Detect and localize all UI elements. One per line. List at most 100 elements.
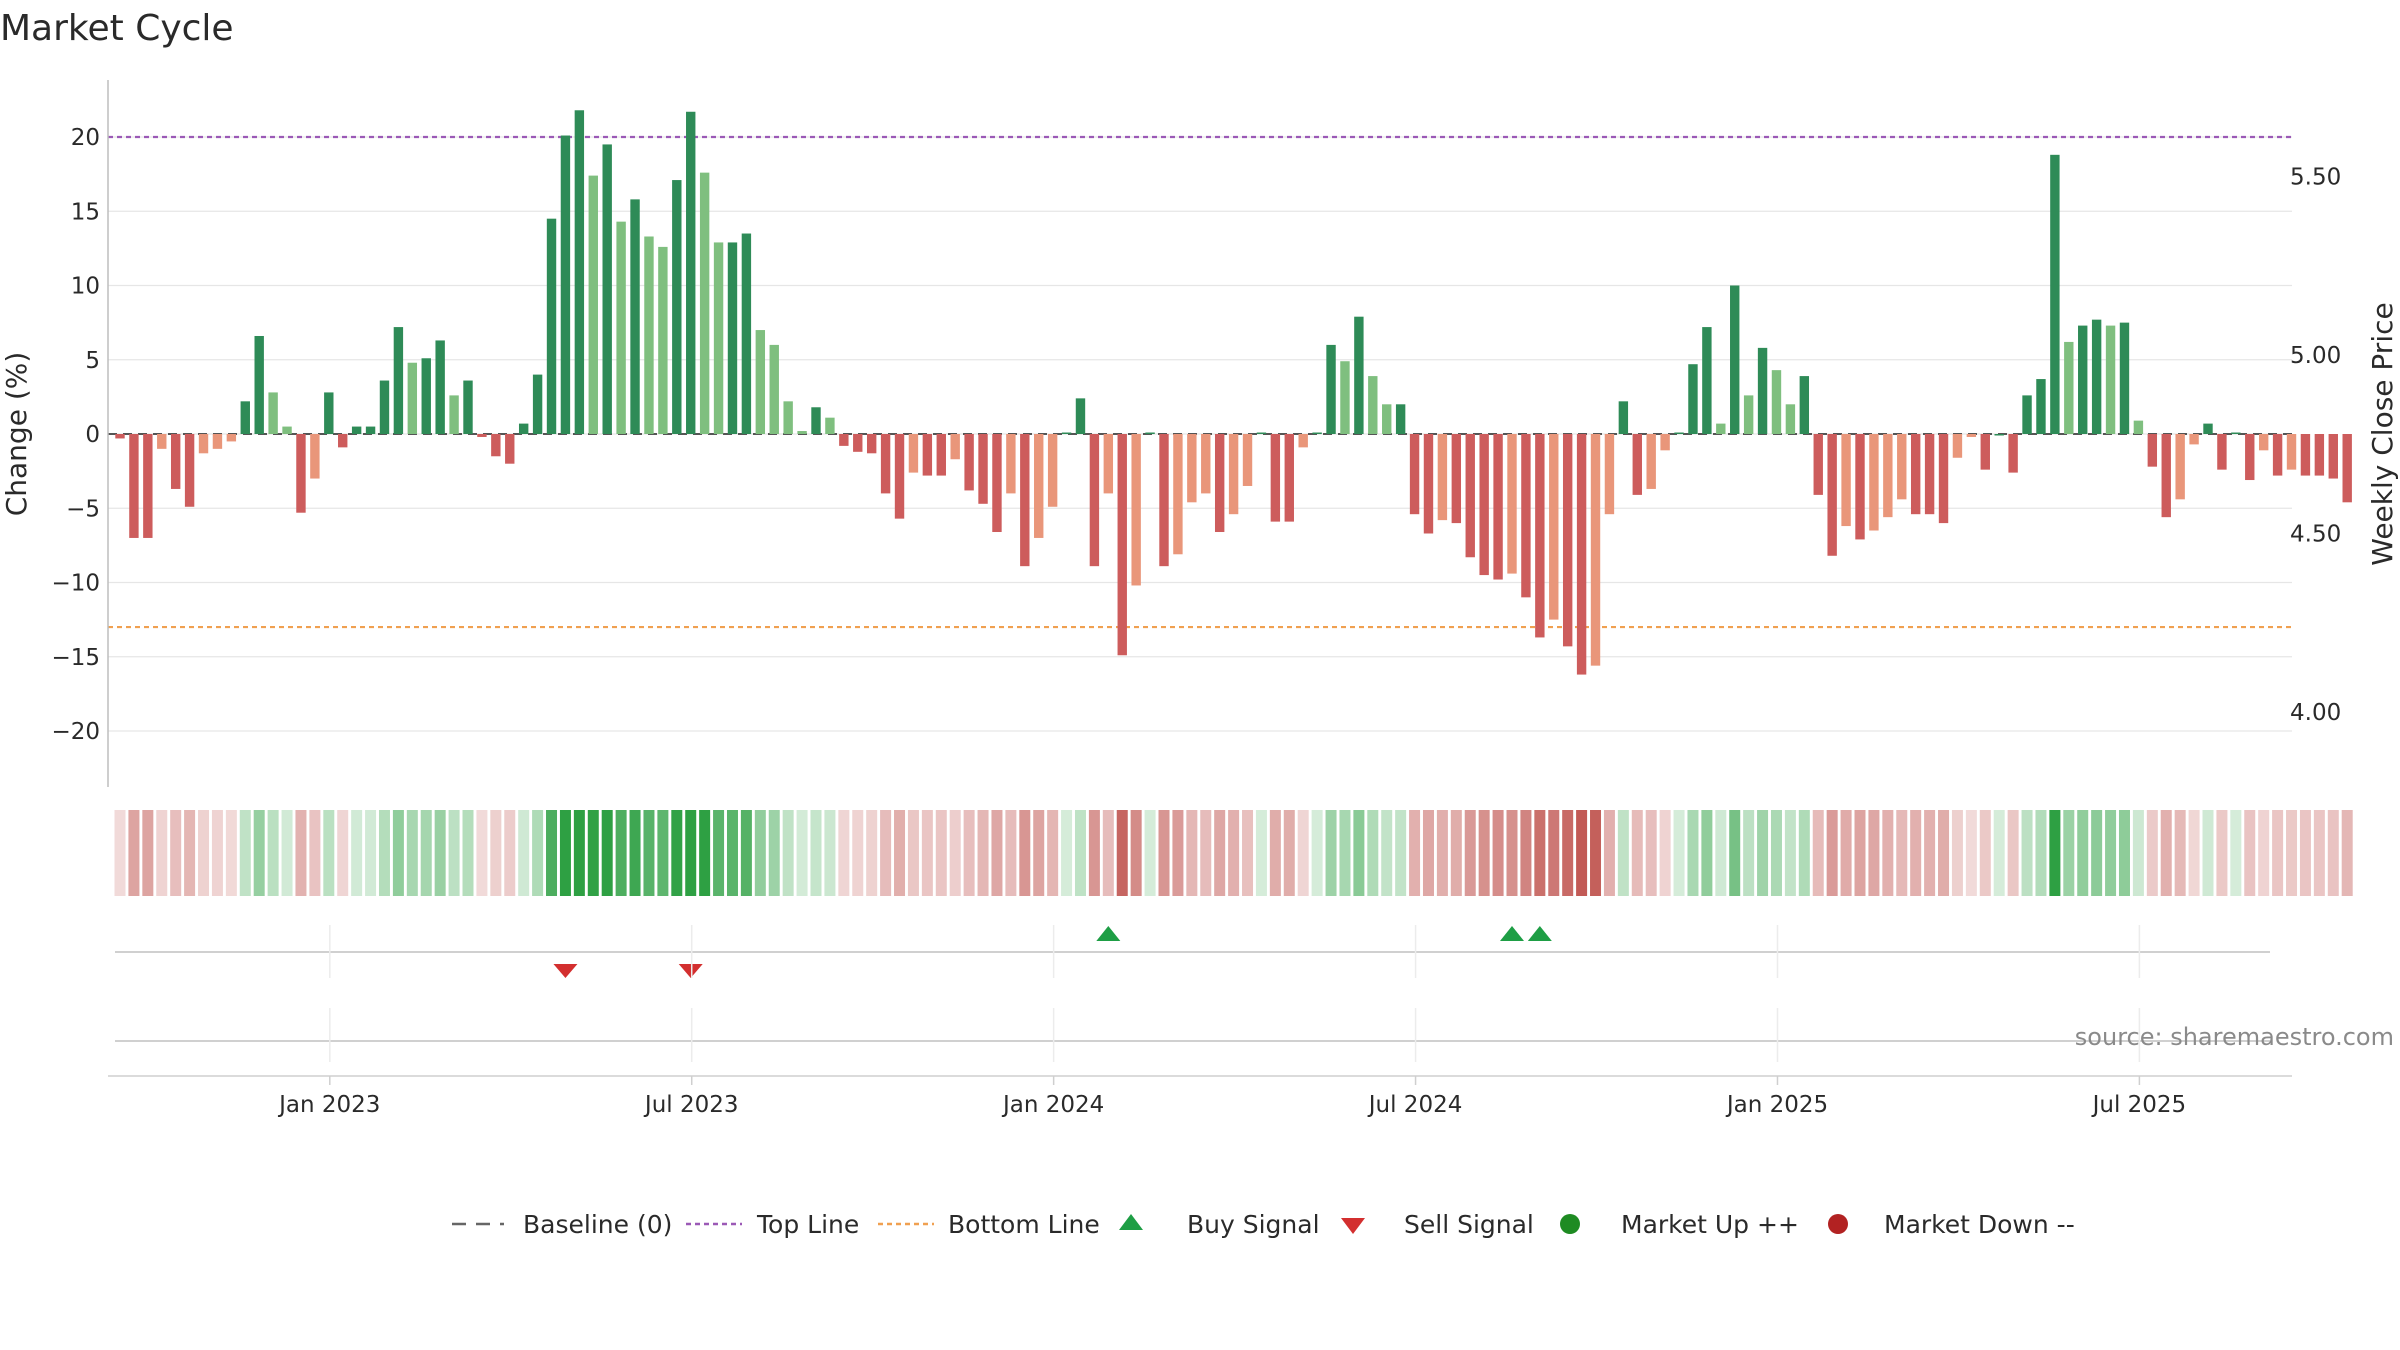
heat-cell bbox=[1325, 810, 1337, 896]
bar bbox=[2231, 432, 2241, 435]
heat-cell bbox=[2160, 810, 2172, 896]
heat-cell bbox=[2341, 810, 2353, 896]
heat-cell bbox=[796, 810, 808, 896]
bar bbox=[449, 395, 459, 434]
bar bbox=[2217, 434, 2227, 470]
heat-cell bbox=[601, 810, 613, 896]
heat-cell bbox=[2077, 810, 2089, 896]
heat-cell bbox=[462, 810, 474, 896]
heat-cell bbox=[1367, 810, 1379, 896]
heat-cell bbox=[1520, 810, 1532, 896]
y-tick-label-left: −20 bbox=[51, 719, 100, 745]
bar bbox=[1910, 434, 1921, 515]
legend-label: Buy Signal bbox=[1187, 1210, 1320, 1239]
bar bbox=[574, 110, 585, 435]
heat-cell bbox=[2063, 810, 2075, 896]
heat-cell bbox=[211, 810, 223, 896]
bar bbox=[1145, 432, 1155, 435]
heat-cell bbox=[643, 810, 655, 896]
bar bbox=[435, 340, 445, 434]
heat-cell bbox=[1478, 810, 1490, 896]
heat-cell bbox=[365, 810, 377, 896]
bar bbox=[964, 434, 974, 491]
heat-cell bbox=[546, 810, 558, 896]
heat-cell bbox=[2202, 810, 2214, 896]
bar bbox=[1994, 434, 2004, 436]
bar bbox=[2161, 434, 2171, 518]
y-tick-label-left: 15 bbox=[71, 199, 100, 225]
bar bbox=[2078, 325, 2088, 434]
heat-cell bbox=[2132, 810, 2144, 896]
bar bbox=[2258, 434, 2269, 451]
bar bbox=[2091, 319, 2102, 434]
legend-sell-swatch bbox=[1341, 1218, 1365, 1234]
x-tick-label: Jul 2023 bbox=[643, 1092, 739, 1118]
heat-cell bbox=[1186, 810, 1198, 896]
y-axis-label-left: Change (%) bbox=[0, 352, 33, 517]
bar bbox=[1632, 434, 1642, 495]
source-label: source: sharemaestro.com bbox=[2075, 1023, 2394, 1051]
bar bbox=[616, 221, 626, 434]
signal-panel bbox=[115, 926, 2270, 978]
heat-cell bbox=[1993, 810, 2005, 896]
bar bbox=[129, 434, 139, 538]
heat-cell bbox=[699, 810, 711, 896]
heat-cell bbox=[1214, 810, 1226, 896]
bar bbox=[351, 426, 362, 434]
bar bbox=[727, 242, 738, 434]
heat-cell bbox=[657, 810, 669, 896]
heat-cell bbox=[2230, 810, 2242, 896]
bar bbox=[1604, 434, 1615, 515]
heat-cell bbox=[1144, 810, 1156, 896]
heat-cell bbox=[1924, 810, 1936, 896]
heat-cell bbox=[295, 810, 307, 896]
heat-cell bbox=[1659, 810, 1671, 896]
bar bbox=[2286, 434, 2297, 470]
heat-cell bbox=[1200, 810, 1212, 896]
heat-cell bbox=[1673, 810, 1685, 896]
y-tick-label-right: 5.00 bbox=[2290, 343, 2341, 369]
bar bbox=[115, 434, 125, 439]
heat-cell bbox=[1951, 810, 1963, 896]
bar bbox=[1702, 327, 1712, 434]
bar bbox=[2036, 379, 2046, 434]
bar bbox=[532, 374, 543, 434]
heat-cell bbox=[2091, 810, 2103, 896]
bar bbox=[1757, 347, 1768, 434]
heat-cell bbox=[114, 810, 126, 896]
heat-cell bbox=[1158, 810, 1170, 896]
bar bbox=[755, 330, 766, 434]
bar bbox=[1089, 434, 1100, 567]
heat-cell bbox=[476, 810, 488, 896]
legend-label: Bottom Line bbox=[948, 1210, 1100, 1239]
bar bbox=[365, 426, 376, 434]
bar bbox=[491, 434, 501, 457]
sell-signal-marker bbox=[678, 964, 703, 978]
bar bbox=[2119, 322, 2130, 434]
heat-cell bbox=[1283, 810, 1295, 896]
heat-cell bbox=[1534, 810, 1546, 896]
heat-cell bbox=[963, 810, 975, 896]
heat-cell bbox=[880, 810, 892, 896]
heat-cell bbox=[559, 810, 571, 896]
heat-cell bbox=[1590, 810, 1602, 896]
bar bbox=[1562, 434, 1573, 647]
heat-cell bbox=[1019, 810, 1031, 896]
bar bbox=[1034, 434, 1044, 538]
heat-cell bbox=[1436, 810, 1448, 896]
y-tick-label-right: 5.50 bbox=[2290, 164, 2341, 190]
bar bbox=[1201, 434, 1211, 494]
heat-cell bbox=[1172, 810, 1184, 896]
heat-cell bbox=[2188, 810, 2200, 896]
heat-cell bbox=[810, 810, 822, 896]
y-tick-label-right: 4.50 bbox=[2290, 521, 2341, 547]
x-tick-label: Jan 2023 bbox=[277, 1092, 380, 1118]
bar bbox=[1256, 432, 1267, 435]
heat-cell bbox=[142, 810, 154, 896]
heat-cell bbox=[1562, 810, 1574, 896]
heat-cell bbox=[2021, 810, 2033, 896]
x-tick-label: Jan 2024 bbox=[1001, 1092, 1104, 1118]
heat-cell bbox=[253, 810, 265, 896]
heat-cell bbox=[323, 810, 335, 896]
